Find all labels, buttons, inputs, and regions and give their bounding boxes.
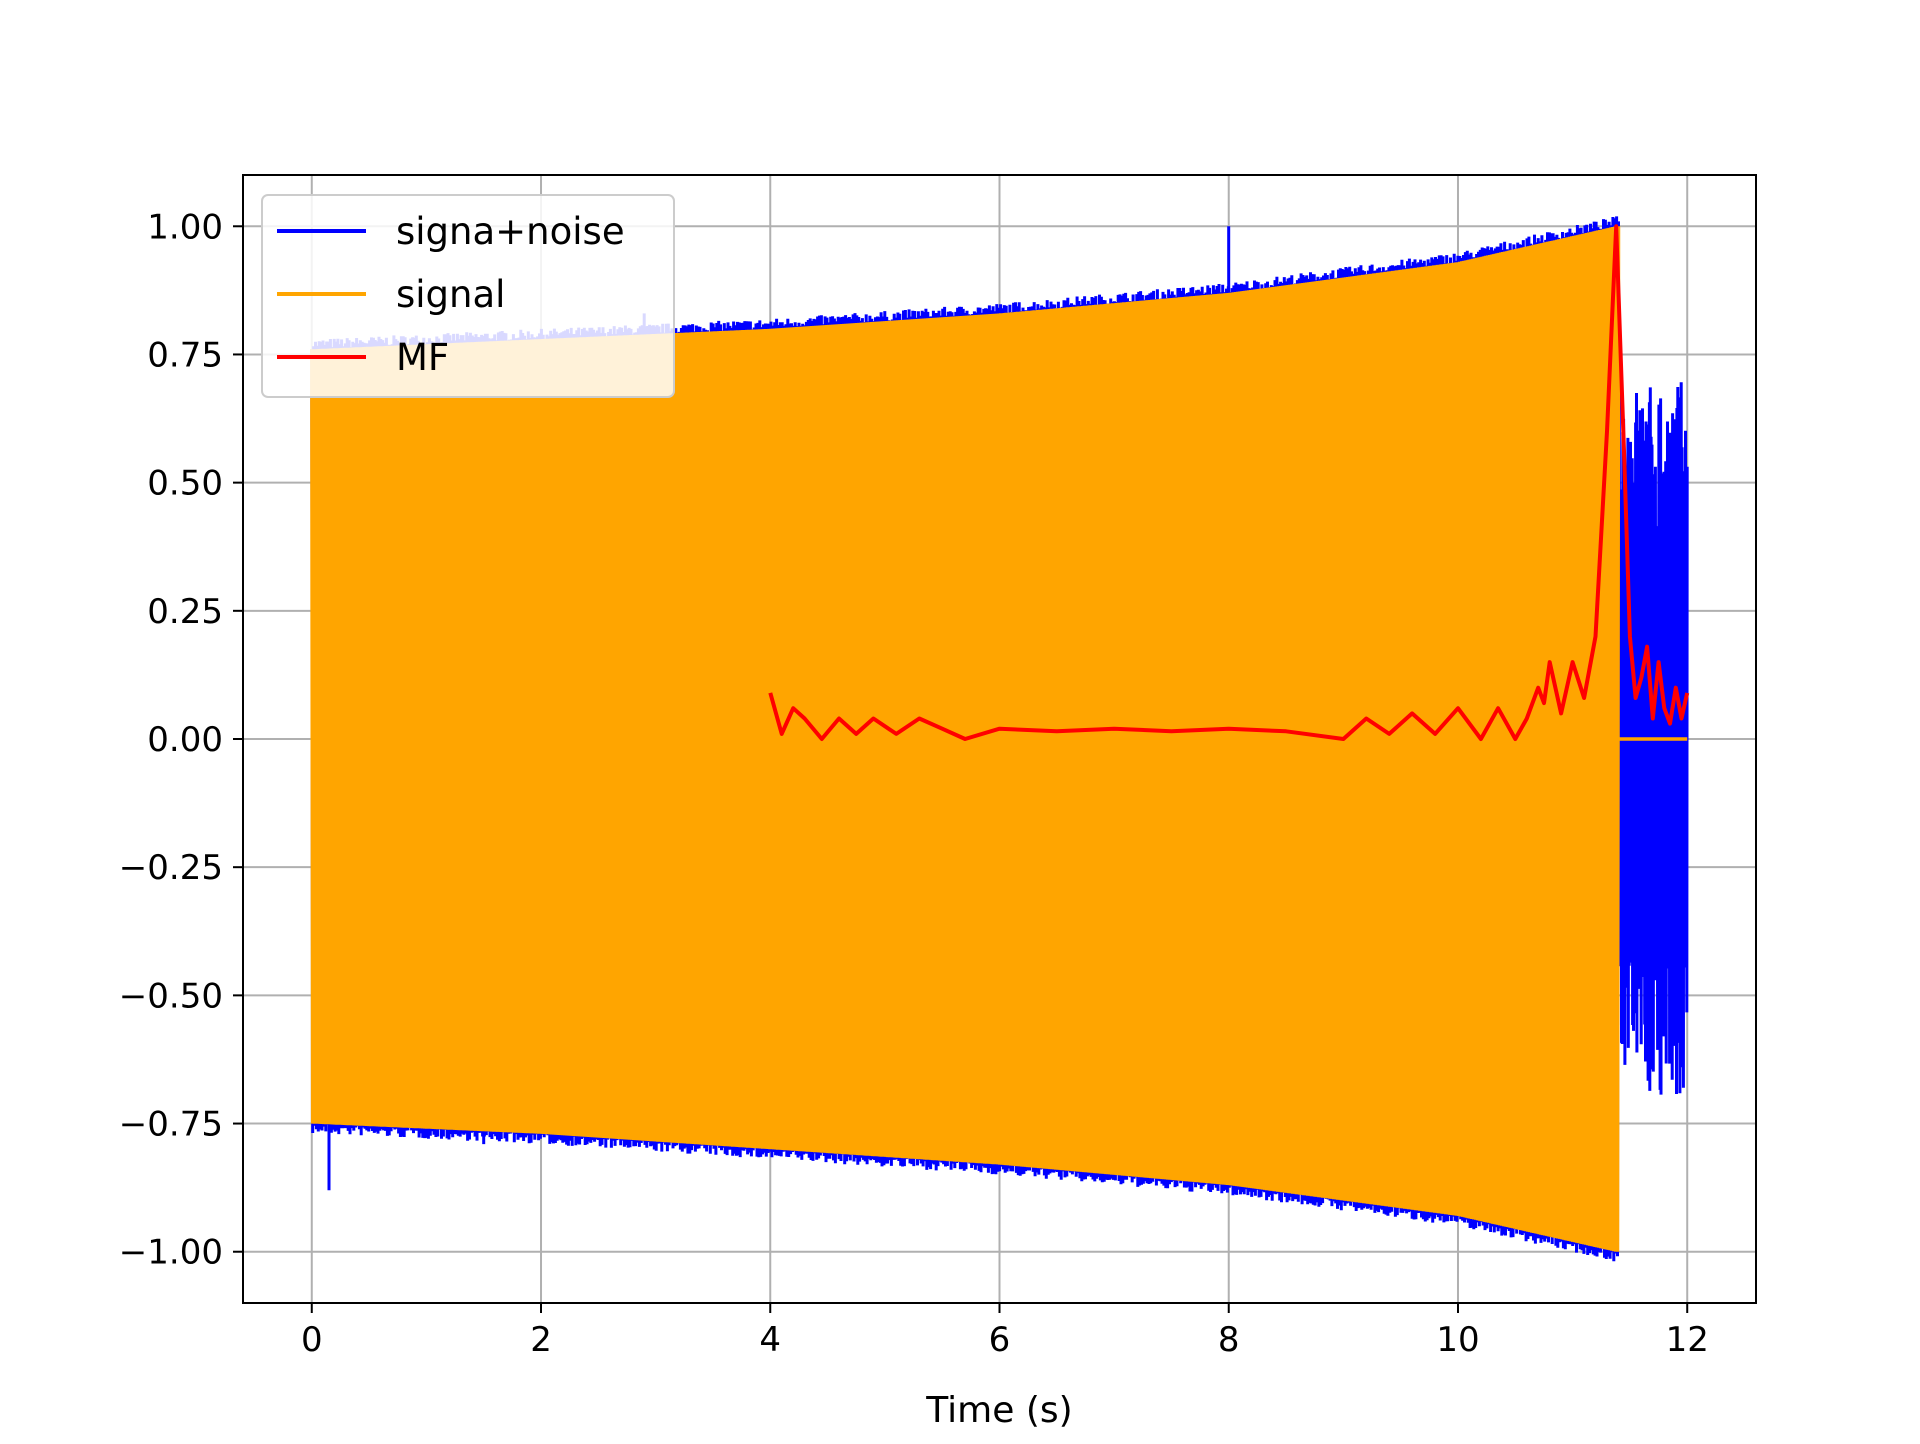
x-tick-label: 10 — [1436, 1320, 1479, 1360]
y-tick-label: −1.00 — [119, 1233, 223, 1273]
y-tick-label: −0.75 — [119, 1105, 223, 1145]
ticks-layer: 0 2 4 6 8 10 12 1.00 0.75 0.50 0.25 0.00 −0.25 −0.50 −… — [119, 207, 1709, 1360]
y-tick-label: 1.00 — [147, 207, 223, 247]
plot-layer — [310, 216, 1690, 1262]
legend-box — [261, 194, 675, 398]
y-tick-label: −0.25 — [119, 848, 223, 888]
x-tick-label: 4 — [759, 1320, 781, 1360]
series-signal — [310, 226, 1621, 1252]
x-tick-label: 12 — [1666, 1320, 1709, 1360]
legend-label-mf: MF — [396, 336, 449, 379]
legend-label-signal: signal — [396, 273, 505, 316]
x-tick-label: 2 — [530, 1320, 552, 1360]
legend-label-signal-noise: signa+noise — [396, 210, 625, 253]
series-mf — [768, 224, 1690, 741]
y-tick-label: 0.25 — [147, 592, 223, 632]
x-tick-label: 6 — [989, 1320, 1011, 1360]
y-tick-label: −0.50 — [119, 976, 223, 1016]
x-tick-label: 0 — [301, 1320, 323, 1360]
x-tick-label: 8 — [1218, 1320, 1240, 1360]
legend: signa+noise signal MF — [261, 194, 675, 398]
y-tick-label: 0.00 — [147, 720, 223, 760]
x-axis-label: Time (s) — [925, 1390, 1072, 1431]
y-tick-label: 0.50 — [147, 464, 223, 504]
y-tick-label: 0.75 — [147, 335, 223, 375]
